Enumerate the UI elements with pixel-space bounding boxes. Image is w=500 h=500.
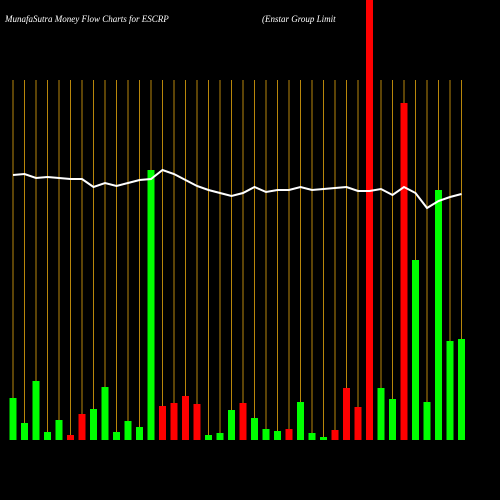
bar [423,402,431,440]
bar [239,403,247,440]
bar [78,414,86,440]
bar [32,381,40,440]
chart-subtitle: (Enstar Group Limit [262,14,336,24]
bar [366,0,373,440]
bar [228,410,235,440]
bar [377,388,385,440]
bar [400,103,408,440]
bar [193,404,201,440]
bar [354,407,362,440]
bar [274,431,281,440]
bar [262,429,270,440]
bar [147,170,155,440]
bar [308,433,316,440]
bar [389,399,396,440]
bar [216,433,224,440]
bar [458,339,465,440]
bar [136,427,143,440]
bar [124,421,132,440]
bar [182,396,189,440]
bar [159,406,166,440]
bar [55,420,63,440]
flow-line [12,168,462,210]
bar [412,260,419,440]
bar [320,437,327,440]
bar [90,409,97,440]
bar [297,402,304,440]
bar [101,387,109,440]
bar [251,418,258,440]
bar [331,430,339,440]
bar [67,435,74,440]
chart-title: MunafaSutra Money Flow Charts for ESCRP [4,14,169,24]
bar [343,388,350,440]
bar [21,423,28,440]
bar [205,435,212,440]
bar [170,403,178,440]
bar [9,398,17,440]
bars [9,0,465,440]
bar [44,432,51,440]
bar [435,190,442,440]
bar [446,341,454,440]
bar [285,429,293,440]
bar [113,432,120,440]
